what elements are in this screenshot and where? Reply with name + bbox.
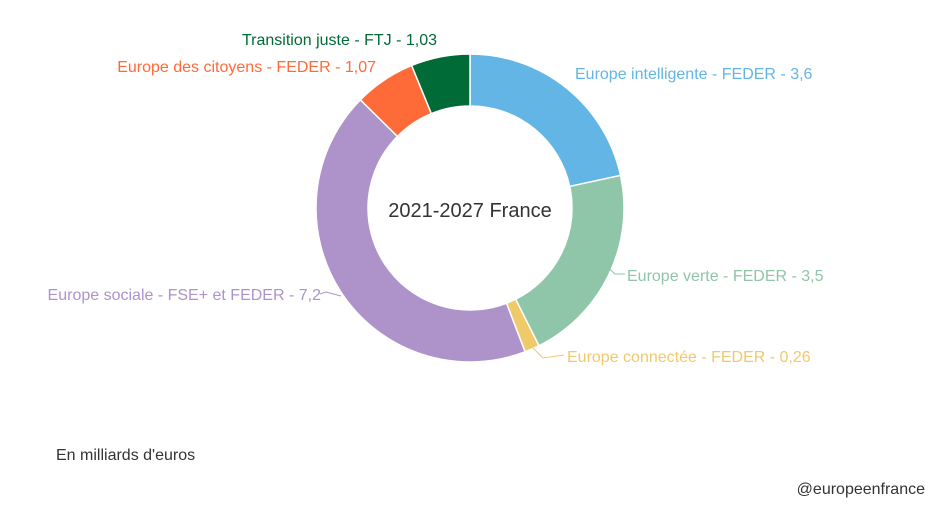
slice-transition-juste-ftj <box>410 53 471 115</box>
slice-labels: Europe intelligente - FEDER - 3,6 Europe … <box>48 32 824 366</box>
donut-slices <box>315 53 625 363</box>
credit-handle: @europeenfrance <box>796 481 925 498</box>
leader-line-europe-sociale-fse-et-feder <box>319 291 342 297</box>
label-transition-juste-ftj: Transition juste - FTJ - 1,03 <box>242 32 437 49</box>
unit-note: En milliards d'euros <box>56 447 196 464</box>
label-europe-sociale-fse-et-feder: Europe sociale - FSE+ et FEDER - 7,2 <box>48 287 322 304</box>
label-europe-des-citoyens-feder: Europe des citoyens - FEDER - 1,07 <box>117 59 376 76</box>
leader-line-europe-verte-feder <box>602 262 625 275</box>
leader-line-europe-connectee-feder <box>529 344 565 359</box>
label-leader-lines <box>319 262 625 359</box>
chart-center-title: 2021-2027 France <box>388 200 551 222</box>
slice-europe-sociale-fse-et-feder <box>315 98 527 363</box>
label-europe-connectee-feder: Europe connectée - FEDER - 0,26 <box>567 349 811 366</box>
label-europe-intelligente-feder: Europe intelligente - FEDER - 3,6 <box>575 66 813 83</box>
label-europe-verte-feder: Europe verte - FEDER - 3,5 <box>627 268 824 285</box>
